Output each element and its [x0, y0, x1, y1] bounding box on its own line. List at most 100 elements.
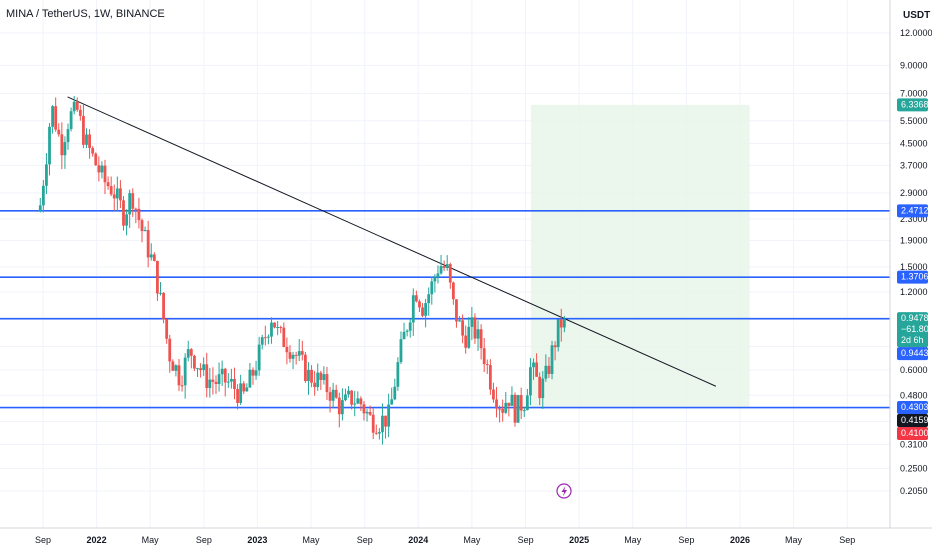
currency-label[interactable]: USDT [903, 10, 930, 21]
price-badge-label: 2.4712 [901, 205, 929, 215]
candle-body [467, 326, 471, 348]
candle-body [137, 208, 141, 221]
candle-body [180, 385, 184, 387]
candle-body [418, 301, 421, 308]
candle-body [562, 318, 566, 328]
candle-body [482, 348, 486, 365]
price-tick-label: 1.2000 [900, 287, 928, 297]
candle-body [421, 307, 424, 316]
candle-body [507, 402, 511, 406]
candle-body [128, 193, 132, 215]
lightning-icon[interactable] [556, 483, 572, 499]
candle-body [513, 394, 517, 423]
candle-body [122, 200, 125, 226]
candle-body [103, 165, 107, 183]
time-tick-label: 2022 [87, 535, 107, 545]
time-tick-label: 2026 [730, 535, 750, 545]
time-tick-label: May [302, 535, 320, 545]
candle-body [66, 129, 70, 143]
candle-body [390, 399, 394, 405]
candle-body [41, 185, 45, 206]
candle-body [510, 394, 514, 406]
candle-body [433, 277, 437, 282]
candle-body [374, 432, 378, 434]
price-badge-label: −61.80% [901, 324, 932, 334]
candle-body [38, 205, 42, 211]
time-tick-label: 2024 [408, 535, 428, 545]
time-tick-label: 2025 [569, 535, 589, 545]
candle-body [344, 394, 347, 401]
candle-body [340, 400, 344, 415]
candle-body [189, 349, 193, 356]
candle-body [362, 404, 366, 414]
candle-body [270, 322, 273, 337]
candle-body [325, 374, 329, 393]
candle-body [202, 364, 206, 371]
price-tick-label: 2.9000 [900, 188, 928, 198]
trend-line[interactable] [67, 96, 717, 387]
time-tick-label: Sep [357, 535, 373, 545]
candle-body [498, 408, 502, 410]
price-tick-label: 0.2500 [900, 464, 928, 474]
candle-body [260, 337, 264, 345]
candle-body [162, 292, 165, 320]
candle-body [131, 193, 135, 209]
candle-body [109, 186, 113, 195]
candle-body [125, 214, 128, 226]
candle-body [115, 188, 119, 199]
price-badge-label: 6.3368 [901, 99, 929, 109]
price-badges: 6.3368 2.4712 1.3706 0.9478−61.80%2d 6h 0.94… [897, 98, 932, 441]
candle-body [532, 362, 535, 368]
candle-body [470, 317, 474, 327]
candle-body [556, 319, 560, 348]
candle-body [242, 383, 246, 392]
candle-body [230, 378, 233, 382]
candle-body [94, 153, 98, 166]
candle-body [263, 337, 267, 339]
price-badge-label: 0.9443 [901, 348, 929, 358]
candle-body [411, 295, 415, 323]
candle-body [519, 395, 523, 411]
price-tick-label: 12.0000 [900, 28, 932, 38]
candle-body [396, 362, 400, 387]
candle-body [45, 164, 48, 186]
candle-body [384, 415, 387, 427]
price-badge [897, 204, 928, 218]
time-axis[interactable]: Sep 2022 May Sep 2023 May Sep 2024 May Sep 2025 May… [35, 535, 855, 545]
candle-body [152, 254, 156, 261]
candle-body [553, 345, 557, 348]
candle-body [91, 147, 95, 154]
candle-body [387, 404, 391, 427]
price-tick-label: 0.4800 [900, 390, 928, 400]
candle-body [51, 106, 54, 127]
candle-body [82, 115, 85, 145]
candle-body [310, 369, 313, 383]
candle-body [368, 411, 372, 415]
candle-body [356, 398, 360, 404]
candle-body [266, 336, 270, 338]
time-tick-label: May [463, 535, 481, 545]
price-badge [897, 98, 928, 112]
horizontal-levels[interactable] [0, 210, 890, 409]
candle-body [112, 194, 116, 199]
candle-body [492, 389, 495, 400]
candle-body [350, 390, 354, 405]
candle-body [445, 264, 449, 269]
price-tick-label: 0.6000 [900, 365, 928, 375]
candle-body [328, 392, 332, 401]
price-tick-label: 1.9000 [900, 235, 928, 245]
candle-body [516, 395, 520, 423]
candle-body [57, 129, 61, 135]
candle-body [402, 331, 406, 340]
price-badge [897, 427, 928, 441]
time-tick-label: May [624, 535, 642, 545]
candle-body [408, 322, 412, 331]
candle-body [257, 344, 261, 371]
candle-body [547, 365, 551, 374]
candle-body [525, 395, 529, 411]
candle-body [75, 101, 79, 110]
candle-body [177, 365, 181, 386]
candle-body [337, 397, 341, 415]
candle-body [205, 364, 209, 389]
